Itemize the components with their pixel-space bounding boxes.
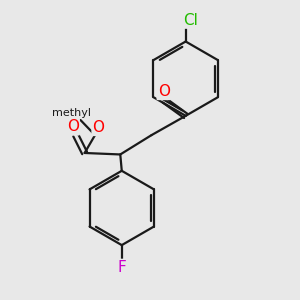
Text: F: F (117, 260, 126, 275)
Text: O: O (93, 120, 105, 135)
Text: O: O (158, 84, 170, 99)
Text: Cl: Cl (183, 13, 198, 28)
Text: O: O (67, 119, 79, 134)
Text: methyl: methyl (52, 108, 91, 118)
